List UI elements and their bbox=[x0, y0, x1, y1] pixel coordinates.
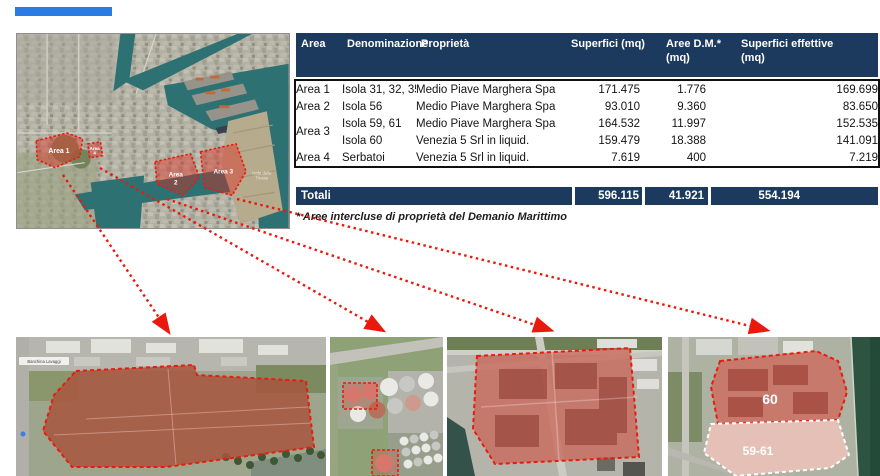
detail-image-area3: 60 59-61 bbox=[668, 337, 880, 476]
map-zone-area4 bbox=[86, 140, 104, 159]
inner-buildings bbox=[495, 363, 627, 447]
isola59-61-highlight-polygon bbox=[702, 418, 851, 476]
table-row: Area 1 Isola 31, 32, 35 Medio Piave Marg… bbox=[296, 81, 878, 98]
water-corner bbox=[447, 417, 475, 476]
cell-superfici: 171.475 bbox=[598, 83, 640, 96]
col-header-superfici-effettive: Superfici effettive (mq) bbox=[741, 38, 834, 64]
street-label: Banchina Lavaggi bbox=[27, 359, 60, 364]
port-piers bbox=[183, 71, 259, 134]
detail-image-area4-serbatoi bbox=[330, 337, 443, 476]
accent-bar bbox=[15, 7, 112, 16]
map-label-area2-line1: Area bbox=[169, 172, 184, 179]
road bbox=[16, 337, 29, 476]
cell-effettive: 83.650 bbox=[842, 100, 878, 113]
road bbox=[682, 337, 689, 476]
buildings bbox=[74, 357, 247, 366]
grass-strip bbox=[330, 365, 338, 476]
cell-superfici: 7.619 bbox=[611, 151, 640, 164]
district-shade bbox=[17, 34, 117, 104]
road bbox=[330, 337, 443, 365]
col-header-area: Area bbox=[301, 38, 326, 50]
table-row: Area 2 Isola 56 Medio Piave Marghera Spa… bbox=[296, 98, 878, 115]
buildings bbox=[597, 339, 659, 389]
cell-area-rowspan: Area 3 bbox=[296, 126, 330, 138]
map-label-area3: Area 3 bbox=[213, 169, 233, 176]
inner-buildings bbox=[728, 365, 828, 417]
table-header-row: Area Denominazione Proprietà Superfici (… bbox=[296, 33, 878, 77]
table-row: Isola 60 Venezia 5 Srl in liquid. 159.47… bbox=[296, 132, 878, 149]
table-totals-row: Totali 596.115 41.921 554.194 bbox=[296, 187, 878, 205]
map-label-area4-line2: 4 bbox=[93, 151, 96, 156]
overview-satellite-map: Area 1 Area 4 Area 2 Area 3 Isola delle … bbox=[16, 33, 290, 229]
area1-highlight-polygon bbox=[41, 363, 316, 468]
cell-denominazione: Isola 60 bbox=[342, 134, 383, 147]
cell-superfici: 159.479 bbox=[598, 134, 640, 147]
totals-effettive: 554.194 bbox=[708, 187, 878, 205]
cell-denominazione: Isola 56 bbox=[342, 100, 383, 113]
totals-superfici: 596.115 bbox=[572, 187, 642, 205]
cell-effettive: 169.699 bbox=[836, 83, 878, 96]
map-zone-area1 bbox=[35, 132, 84, 169]
cell-aree-dm: 400 bbox=[686, 151, 706, 164]
table-footnote: * Aree intercluse di proprietà del Deman… bbox=[296, 211, 567, 223]
serbatoi-highlight-1 bbox=[342, 382, 378, 410]
buildings bbox=[696, 337, 813, 355]
cell-denominazione: Isola 31, 32, 35 bbox=[342, 83, 416, 96]
cell-proprieta: Venezia 5 Srl in liquid. bbox=[416, 134, 530, 147]
cell-proprieta: Medio Piave Marghera Spa bbox=[416, 117, 556, 130]
cell-superfici: 164.532 bbox=[598, 117, 640, 130]
table-row: Area 4 Serbatoi Venezia 5 Srl in liquid.… bbox=[296, 149, 878, 166]
col-header-superfici: Superfici (mq) bbox=[571, 38, 645, 50]
map-label-island-line2: Tresse bbox=[255, 176, 268, 181]
label-isola-60: 60 bbox=[762, 391, 778, 407]
cell-effettive: 152.535 bbox=[836, 117, 878, 130]
table-row: Area 3 Isola 59, 61 Medio Piave Marghera… bbox=[296, 115, 878, 139]
map-label-area4-line1: Area bbox=[90, 146, 101, 151]
overview-map-graphic: Area 1 Area 4 Area 2 Area 3 Isola delle … bbox=[17, 34, 289, 228]
cell-proprieta: Venezia 5 Srl in liquid. bbox=[416, 151, 530, 164]
cell-denominazione: Serbatoi bbox=[342, 151, 385, 164]
table-body: Area 1 Isola 31, 32, 35 Medio Piave Marg… bbox=[294, 79, 880, 168]
detail-image-area2 bbox=[447, 337, 662, 476]
cell-area: Area 1 bbox=[296, 83, 330, 96]
inner-paths bbox=[53, 368, 313, 466]
cell-proprieta: Medio Piave Marghera Spa bbox=[416, 83, 556, 96]
roads bbox=[17, 34, 157, 174]
cell-aree-dm: 1.776 bbox=[677, 83, 706, 96]
detail-image-area1: Banchina Lavaggi bbox=[16, 337, 326, 476]
map-label-area1: Area 1 bbox=[48, 148, 69, 155]
buildings bbox=[46, 339, 288, 355]
cell-area: Area 2 bbox=[296, 100, 330, 113]
building bbox=[597, 457, 615, 471]
cell-area: Area 4 bbox=[296, 151, 330, 164]
quay-edge bbox=[850, 337, 859, 476]
totals-label: Totali bbox=[301, 190, 331, 202]
label-isola-59-61: 59-61 bbox=[743, 444, 774, 458]
map-pin-icon bbox=[20, 431, 26, 437]
cell-proprieta: Medio Piave Marghera Spa bbox=[416, 100, 556, 113]
map-label-area2-line2: 2 bbox=[174, 179, 178, 186]
cell-superfici: 93.010 bbox=[604, 100, 640, 113]
cell-effettive: 7.219 bbox=[849, 151, 878, 164]
cell-aree-dm: 18.388 bbox=[670, 134, 706, 147]
storage-tanks bbox=[344, 373, 443, 472]
cell-effettive: 141.091 bbox=[836, 134, 878, 147]
water-edge bbox=[251, 449, 326, 476]
building bbox=[623, 462, 645, 476]
cell-denominazione: Isola 59, 61 bbox=[342, 117, 402, 130]
col-header-denominazione: Denominazione bbox=[347, 38, 429, 50]
col-header-proprieta: Proprietà bbox=[421, 38, 470, 50]
col-header-aree-dm: Aree D.M.* (mq) bbox=[666, 38, 722, 64]
street-label-chip bbox=[19, 357, 69, 365]
water-deep bbox=[870, 337, 880, 476]
totals-aree-dm: 41.921 bbox=[642, 187, 708, 205]
serbatoi-highlight-2 bbox=[371, 449, 399, 476]
cell-aree-dm: 9.360 bbox=[677, 100, 706, 113]
cell-aree-dm: 11.997 bbox=[671, 117, 706, 130]
inner-paths bbox=[480, 350, 638, 462]
